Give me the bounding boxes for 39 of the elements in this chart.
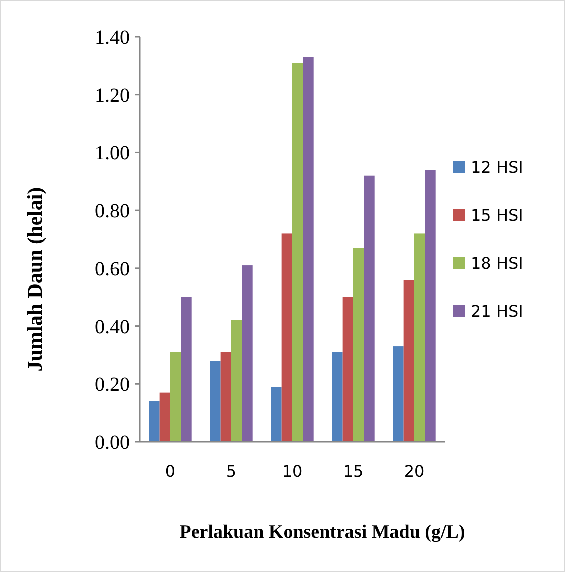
bar bbox=[414, 234, 426, 442]
x-axis-title: Perlakuan Konsentrasi Madu (g/L) bbox=[180, 522, 466, 543]
bar bbox=[170, 352, 182, 442]
bar bbox=[292, 63, 304, 442]
bar bbox=[282, 234, 292, 442]
bar bbox=[393, 346, 404, 442]
y-tick-label: 0.80 bbox=[95, 200, 130, 223]
bar bbox=[404, 280, 414, 442]
bar bbox=[220, 352, 232, 442]
bar bbox=[160, 392, 170, 442]
y-tick-label: 1.00 bbox=[95, 142, 130, 165]
y-axis-title: Jumlah Daun (helai) bbox=[23, 187, 47, 372]
x-tick-label: 20 bbox=[404, 462, 425, 481]
bar bbox=[342, 297, 354, 442]
x-tick-label: 5 bbox=[226, 462, 237, 481]
bar bbox=[332, 352, 343, 442]
bar bbox=[271, 387, 282, 442]
y-tick-label: 1.20 bbox=[95, 84, 130, 107]
y-tick-label: 0.40 bbox=[95, 316, 130, 338]
y-tick-label: 0.60 bbox=[95, 258, 130, 280]
bar bbox=[232, 320, 242, 442]
legend-label: 18 HSI bbox=[471, 254, 524, 274]
y-tick-label: 1.40 bbox=[95, 27, 130, 49]
bar bbox=[149, 402, 160, 442]
y-tick-label: 0.00 bbox=[95, 432, 130, 454]
legend-label: 21 HSI bbox=[471, 302, 524, 322]
x-tick-label: 10 bbox=[282, 462, 303, 481]
y-tick-label: 0.20 bbox=[95, 374, 130, 396]
bar bbox=[354, 248, 364, 442]
bar bbox=[303, 57, 314, 442]
legend-label: 15 HSI bbox=[471, 206, 524, 226]
bar bbox=[181, 297, 192, 442]
x-tick-label: 0 bbox=[165, 462, 176, 481]
bar bbox=[242, 266, 253, 442]
legend-label: 12 HSI bbox=[471, 158, 524, 178]
x-tick-label: 15 bbox=[343, 462, 364, 481]
bar bbox=[425, 170, 436, 442]
bar bbox=[364, 176, 375, 442]
bar bbox=[210, 361, 221, 442]
